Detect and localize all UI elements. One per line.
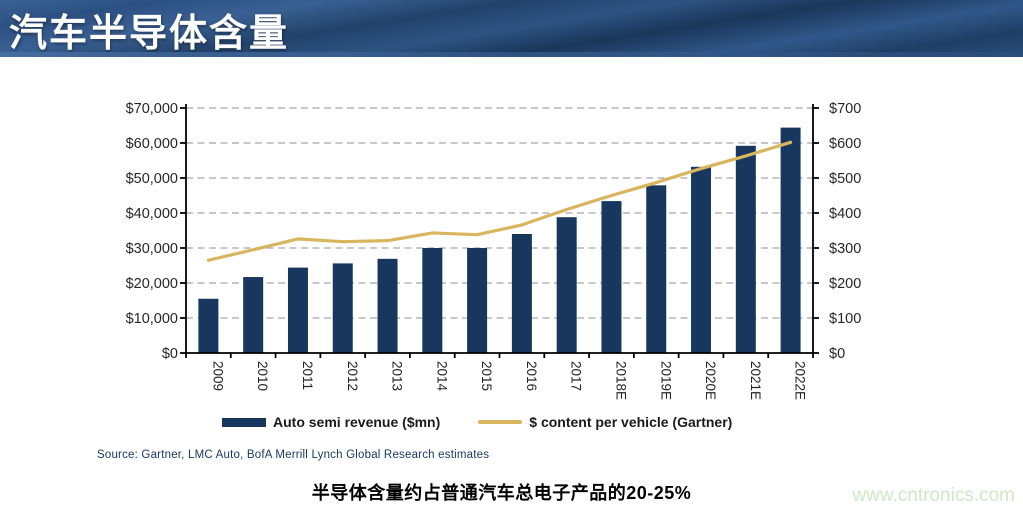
bar-2014 bbox=[422, 248, 443, 353]
right-tick-label: $500 bbox=[829, 171, 861, 187]
bar-2022E bbox=[780, 127, 801, 353]
x-label-2021E: 2021E bbox=[748, 361, 763, 400]
bar-2021E bbox=[735, 145, 756, 353]
bar-2011 bbox=[287, 267, 308, 353]
line-series bbox=[206, 140, 793, 262]
x-label-2010: 2010 bbox=[255, 361, 270, 391]
left-tick-label: $50,000 bbox=[126, 171, 178, 187]
left-tick-label: $20,000 bbox=[126, 276, 178, 292]
x-label-2014: 2014 bbox=[434, 361, 449, 392]
x-label-2009: 2009 bbox=[210, 361, 225, 391]
x-label-2019E: 2019E bbox=[658, 361, 673, 400]
right-tick-label: $600 bbox=[829, 136, 861, 152]
caption-text: 半导体含量约占普通汽车总电子产品的20-25% bbox=[311, 483, 692, 503]
bar-2017 bbox=[556, 217, 577, 353]
bar-2020E bbox=[691, 166, 712, 353]
x-label-2020E: 2020E bbox=[703, 361, 718, 400]
x-label-2018E: 2018E bbox=[613, 361, 628, 400]
page-title: 汽车半导体含量 bbox=[9, 13, 290, 55]
right-tick-label: $0 bbox=[829, 346, 845, 362]
right-tick-label: $200 bbox=[829, 276, 861, 292]
legend-bar-swatch bbox=[222, 417, 266, 427]
x-label-2013: 2013 bbox=[390, 361, 405, 391]
x-label-2016: 2016 bbox=[524, 361, 539, 391]
right-tick-label: $700 bbox=[829, 101, 861, 117]
x-label-2015: 2015 bbox=[479, 361, 494, 391]
watermark: www.cntronics.com bbox=[852, 485, 1015, 506]
header-banner: 汽车半导体含量 bbox=[0, 0, 1023, 57]
legend-label-bar: Auto semi revenue ($mn) bbox=[273, 414, 441, 430]
chart-legend: Auto semi revenue ($mn) $ content per ve… bbox=[222, 414, 732, 430]
bar-2019E bbox=[646, 185, 667, 353]
bar-2013 bbox=[377, 258, 398, 353]
left-tick-label: $40,000 bbox=[126, 206, 178, 222]
bar-2010 bbox=[243, 277, 264, 353]
left-tick-label: $70,000 bbox=[126, 101, 178, 117]
right-tick-label: $400 bbox=[829, 206, 861, 222]
bar-2018E bbox=[601, 201, 622, 353]
bar-2015 bbox=[467, 248, 488, 353]
legend-item-auto-semi-revenue: Auto semi revenue ($mn) bbox=[222, 414, 440, 430]
bar-2016 bbox=[511, 234, 532, 353]
x-label-2022E: 2022E bbox=[793, 361, 808, 400]
bar-2012 bbox=[332, 263, 353, 353]
legend-label-line: $ content per vehicle (Gartner) bbox=[529, 414, 733, 430]
legend-line-swatch bbox=[478, 420, 523, 424]
bar-2009 bbox=[198, 298, 219, 353]
right-tick-label: $300 bbox=[829, 241, 861, 257]
left-tick-label: $60,000 bbox=[126, 136, 178, 152]
x-label-2011: 2011 bbox=[300, 361, 315, 390]
x-label-2012: 2012 bbox=[345, 361, 360, 391]
legend-item-content-per-vehicle: $ content per vehicle (Gartner) bbox=[478, 414, 732, 430]
source-note: Source: Gartner, LMC Auto, BofA Merrill … bbox=[97, 449, 490, 461]
left-tick-label: $10,000 bbox=[126, 311, 178, 327]
x-label-2017: 2017 bbox=[569, 361, 584, 391]
left-tick-label: $30,000 bbox=[126, 241, 178, 257]
left-tick-label: $0 bbox=[162, 346, 178, 362]
right-tick-label: $100 bbox=[829, 311, 861, 327]
